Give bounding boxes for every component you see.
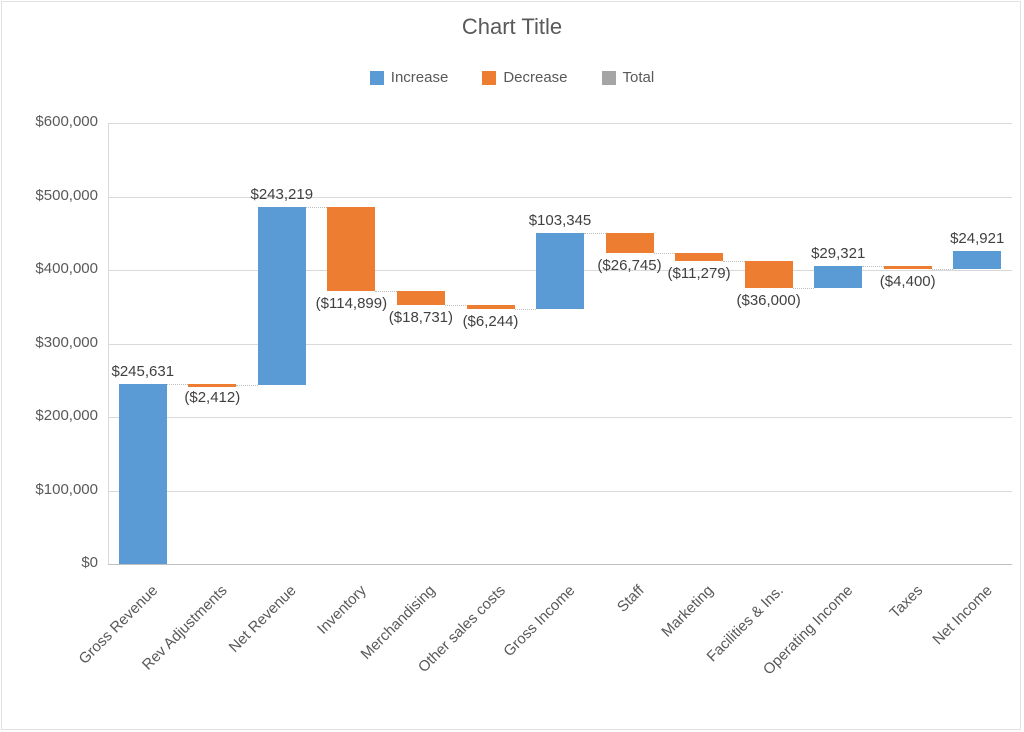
data-label: ($11,279)	[667, 265, 731, 283]
y-axis-tick-label: $100,000	[35, 480, 98, 498]
connector-line	[166, 383, 189, 385]
waterfall-bar	[536, 233, 584, 310]
x-axis-category-label: Net Income	[928, 582, 996, 649]
data-label: $24,921	[950, 230, 1005, 248]
legend-label-increase: Increase	[390, 69, 449, 86]
waterfall-bar	[605, 233, 654, 253]
legend-item-total: Total	[601, 69, 655, 86]
legend-item-decrease: Decrease	[482, 69, 568, 86]
data-label: $243,219	[250, 185, 314, 203]
data-label: ($18,731)	[388, 308, 453, 326]
x-axis-category-label: Inventory	[313, 582, 370, 638]
legend-item-increase: Increase	[369, 69, 449, 86]
data-label: ($6,244)	[462, 313, 519, 331]
waterfall-bar	[327, 206, 376, 291]
x-axis-category-label: Marketing	[658, 582, 718, 641]
waterfall-bar	[118, 383, 167, 564]
x-axis-category-label: Net Revenue	[225, 582, 300, 656]
connector-line	[723, 261, 745, 263]
waterfall-bar	[814, 266, 863, 288]
x-axis-category-label: Taxes	[885, 582, 926, 622]
connector-line	[236, 385, 258, 387]
y-axis-tick-label: $200,000	[35, 407, 98, 424]
waterfall-bar	[953, 251, 1002, 270]
y-axis-tick-label: $0	[81, 554, 98, 571]
waterfall-bar	[257, 206, 306, 386]
waterfall-bar	[466, 304, 515, 310]
y-gridline	[108, 196, 1012, 198]
legend-swatch-decrease-icon	[482, 70, 497, 85]
data-label: ($114,899)	[315, 294, 388, 312]
chart-title: Chart Title	[461, 14, 563, 39]
connector-line	[375, 290, 397, 292]
waterfall-bar	[675, 253, 724, 262]
y-gridline	[108, 343, 1012, 345]
legend: Increase Decrease Total	[0, 69, 1024, 86]
y-gridline	[108, 417, 1012, 418]
data-label: ($36,000)	[736, 291, 801, 309]
y-axis-tick-label: $300,000	[35, 333, 98, 351]
connector-line	[653, 253, 675, 254]
connector-line	[514, 309, 536, 311]
y-axis-tick-label: $400,000	[35, 260, 98, 277]
connector-line	[584, 233, 606, 235]
y-axis-tick-label: $500,000	[35, 186, 98, 204]
connector-line	[444, 304, 467, 306]
x-axis-category-label: Staff	[613, 582, 648, 616]
data-label: $245,631	[111, 362, 175, 380]
legend-swatch-total-icon	[601, 70, 616, 85]
waterfall-bar	[188, 383, 237, 387]
legend-label-total: Total	[622, 69, 655, 86]
x-axis-category-label: Gross Income	[499, 582, 579, 661]
data-label: ($26,745)	[597, 257, 662, 274]
y-axis-line	[108, 123, 109, 564]
legend-swatch-increase-icon	[369, 70, 384, 85]
x-axis-line	[108, 564, 1012, 565]
legend-label-decrease: Decrease	[503, 69, 568, 86]
connector-line	[305, 206, 328, 208]
waterfall-bar	[883, 266, 932, 270]
y-axis-tick-label: $600,000	[35, 113, 98, 130]
waterfall-bar	[744, 261, 793, 288]
data-label: ($2,412)	[184, 389, 241, 407]
connector-line	[862, 266, 884, 268]
connector-line	[931, 269, 954, 271]
data-label: $103,345	[528, 212, 592, 230]
y-gridline	[108, 123, 1012, 124]
data-label: $29,321	[811, 245, 866, 263]
y-gridline	[108, 490, 1012, 492]
waterfall-bar	[396, 290, 445, 305]
data-label: ($4,400)	[879, 273, 936, 291]
connector-line	[792, 287, 815, 289]
